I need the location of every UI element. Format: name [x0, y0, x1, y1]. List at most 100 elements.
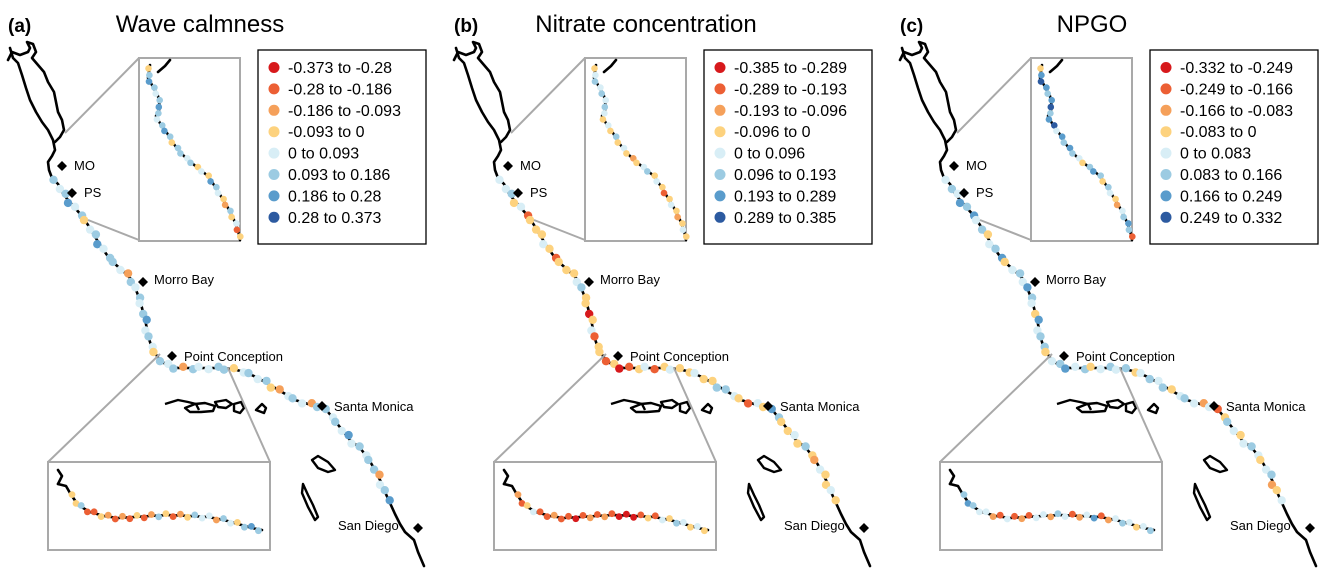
site-dot — [1023, 283, 1032, 292]
ps-label: PS — [84, 185, 102, 200]
morro-label: Morro Bay — [1046, 272, 1106, 287]
island-2 — [629, 401, 663, 414]
site-dot — [1113, 201, 1121, 209]
site-dot — [262, 376, 271, 386]
site-dot — [674, 213, 681, 221]
site-dot — [701, 527, 708, 535]
legend-swatch — [268, 147, 280, 159]
inset-top-coastline — [1048, 58, 1064, 74]
panel-b: MO PS Morro Bay Point Conception Santa Monic… — [452, 11, 873, 568]
site-dot — [233, 226, 241, 234]
legend-label: -0.096 to 0 — [734, 124, 811, 141]
legend-label: -0.289 to -0.193 — [734, 81, 847, 98]
site-dot — [625, 362, 634, 371]
site-dot — [205, 512, 213, 520]
site-dot — [1048, 96, 1055, 104]
legend-label: 0.193 to 0.289 — [734, 188, 836, 205]
site-dot — [659, 183, 666, 191]
site-dot — [205, 172, 212, 179]
site-dot — [184, 513, 192, 521]
legend-swatch — [714, 126, 726, 138]
site-dot — [153, 116, 161, 123]
site-dot — [941, 175, 950, 184]
site-dot — [694, 523, 701, 530]
site-dot — [1189, 399, 1199, 408]
site-dot — [1066, 144, 1074, 152]
island-4 — [232, 400, 246, 415]
inset-top-coastline — [602, 58, 618, 74]
site-dot — [1086, 362, 1095, 371]
legend-label: 0.289 to 0.385 — [734, 210, 836, 227]
inset-bottom-coastline — [502, 468, 510, 486]
site-dot — [375, 470, 384, 479]
site-dot — [605, 122, 612, 129]
ps-label: PS — [530, 185, 548, 200]
sm-marker-icon — [763, 401, 773, 411]
site-dot — [630, 513, 637, 521]
legend-label: -0.166 to -0.083 — [1180, 103, 1293, 120]
inset-bottom-frame — [47, 461, 271, 551]
island-2 — [183, 401, 217, 414]
site-dot — [581, 299, 590, 308]
site-dot — [651, 512, 659, 520]
site-dot — [380, 486, 389, 495]
mo-label: MO — [74, 158, 95, 173]
site-dot — [1090, 168, 1097, 175]
site-dot — [660, 189, 668, 197]
site-dot — [1071, 362, 1080, 371]
site-dot — [586, 514, 594, 522]
site-dot — [545, 244, 554, 253]
site-dot — [640, 362, 649, 371]
site-dot — [61, 189, 70, 198]
legend-swatch — [714, 104, 726, 116]
coastline-north — [6, 40, 66, 144]
pc-marker-icon — [167, 351, 177, 361]
site-dot — [644, 168, 651, 175]
site-dot — [204, 365, 213, 374]
legend-label: 0.166 to 0.249 — [1180, 188, 1282, 205]
legend-frame — [703, 49, 873, 245]
site-dot — [220, 515, 227, 522]
site-dot — [364, 455, 373, 465]
legend-swatch — [714, 211, 726, 223]
legend-swatch — [268, 126, 280, 138]
pc-label: Point Conception — [184, 349, 283, 364]
site-dot — [1229, 426, 1238, 436]
inset-top-leader — [510, 57, 586, 134]
legend-swatch — [1160, 126, 1172, 138]
site-dot — [152, 90, 159, 97]
sd-label: San Diego — [784, 518, 845, 533]
site-dot — [699, 374, 708, 384]
site-dot — [1051, 122, 1058, 129]
site-dot — [288, 394, 297, 403]
site-dot — [1099, 178, 1106, 185]
site-dot — [976, 508, 983, 516]
legend-swatch — [268, 104, 280, 116]
morro-label: Morro Bay — [600, 272, 660, 287]
inset-bottom-leader — [47, 353, 161, 463]
site-dot — [1223, 417, 1232, 426]
island-6 — [756, 454, 783, 474]
site-dot — [111, 515, 119, 523]
site-dot — [1000, 257, 1009, 267]
site-dot — [1125, 226, 1133, 234]
site-dot — [123, 269, 133, 278]
mo-label: MO — [966, 158, 987, 173]
site-dot — [590, 332, 599, 341]
site-dot — [675, 364, 685, 373]
site-dot — [355, 442, 364, 451]
site-dot — [228, 213, 235, 221]
site-dot — [969, 502, 977, 509]
legend-swatch — [714, 62, 726, 73]
legend-label: 0 to 0.093 — [288, 146, 359, 163]
site-dot — [1105, 516, 1112, 524]
legend-swatch — [1160, 190, 1172, 202]
site-dot — [989, 513, 997, 520]
site-dot — [162, 510, 170, 518]
mo-marker-icon — [57, 161, 67, 171]
site-dot — [221, 201, 229, 209]
site-dot — [721, 385, 730, 394]
site-dot — [598, 90, 605, 97]
site-dot — [659, 516, 666, 524]
site-dot — [594, 511, 601, 518]
